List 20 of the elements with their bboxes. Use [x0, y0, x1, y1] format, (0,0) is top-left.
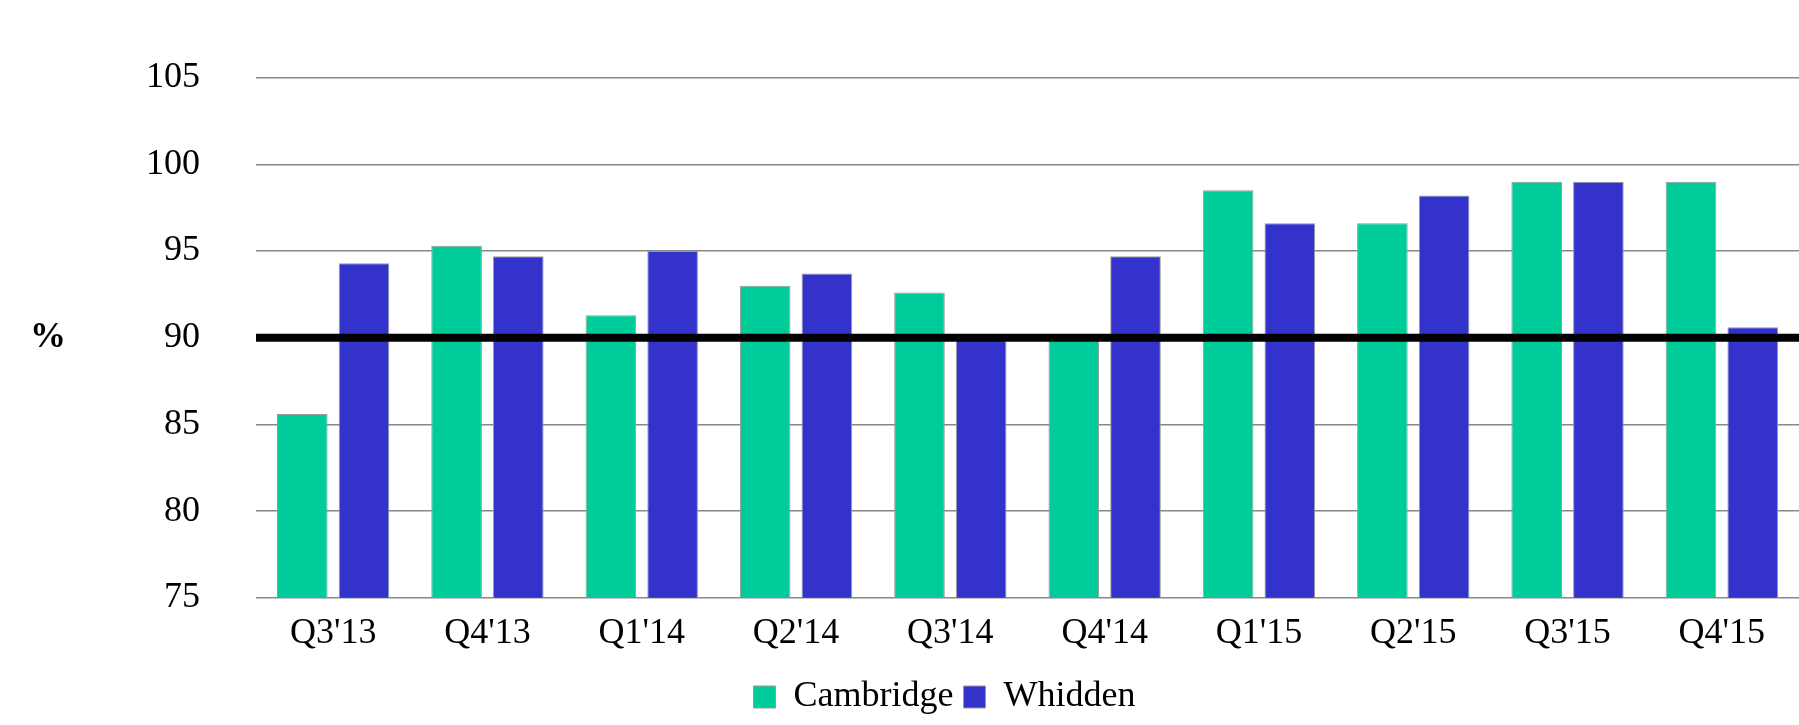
y-tick-label: 75	[164, 575, 200, 616]
x-tick-label: Q2'15	[1370, 610, 1457, 651]
x-tick-label: Q3'13	[289, 610, 377, 651]
x-tick-label: Q4'13	[444, 610, 531, 651]
x-tick-label: Q4'15	[1678, 610, 1766, 651]
y-tick-label: 105	[146, 55, 200, 96]
y-tick-label: 100	[146, 141, 200, 182]
x-tick-label: Q1'15	[1215, 610, 1303, 651]
legend-label: Cambridge	[793, 674, 954, 715]
y-tick-label: 80	[164, 488, 200, 529]
y-tick-label: 95	[164, 228, 200, 269]
x-tick-label: Q2'14	[752, 610, 840, 651]
y-tick-label: 85	[164, 401, 200, 442]
y-tick-label: 90	[164, 315, 200, 356]
legend-label: Whidden	[1003, 674, 1136, 715]
x-tick-label: Q4'14	[1061, 610, 1148, 651]
y-axis-title: %	[30, 315, 66, 355]
x-tick-label: Q3'15	[1524, 610, 1611, 651]
x-tick-label: Q3'14	[907, 610, 994, 651]
x-tick-label: Q1'14	[598, 610, 685, 651]
